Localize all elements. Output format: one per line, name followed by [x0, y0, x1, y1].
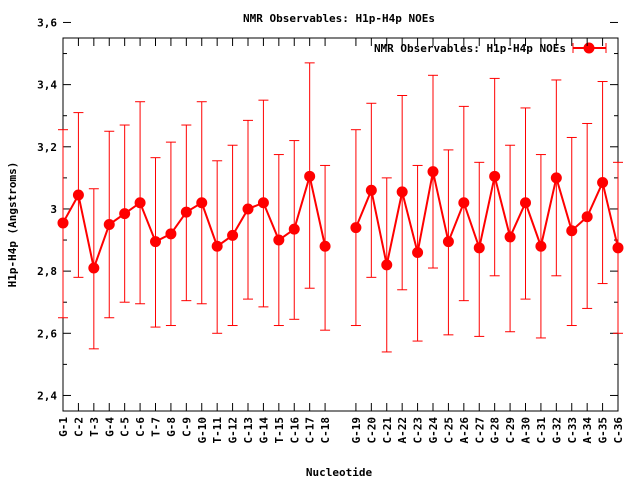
data-point: [520, 197, 531, 209]
x-tick-label: G-4: [103, 417, 116, 437]
data-point: [288, 223, 300, 235]
data-point: [412, 246, 424, 258]
data-point: [489, 170, 501, 182]
data-point: [119, 208, 131, 220]
data-point: [612, 242, 624, 254]
x-tick-label: C-29: [504, 417, 517, 444]
data-point: [319, 240, 331, 252]
x-tick-label: T-15: [273, 417, 286, 444]
y-tick-label: 3: [50, 203, 57, 216]
y-tick-label: 3,2: [37, 141, 57, 154]
x-tick-label: C-36: [612, 417, 625, 444]
data-point: [597, 177, 609, 189]
x-tick-label: C-25: [442, 417, 455, 444]
data-point: [473, 242, 485, 254]
data-point: [566, 225, 578, 237]
data-point: [165, 228, 177, 240]
data-point: [381, 259, 393, 271]
x-tick-label: T-3: [88, 417, 101, 437]
x-tick-label: G-32: [550, 417, 563, 444]
data-point: [581, 211, 593, 223]
x-tick-label: C-17: [304, 417, 317, 444]
data-point: [72, 189, 84, 201]
x-tick-label: T-7: [150, 417, 163, 437]
data-point: [88, 262, 100, 274]
x-tick-label: C-2: [72, 417, 85, 437]
x-tick-label: C-21: [381, 417, 394, 444]
data-point: [304, 170, 316, 182]
data-point: [257, 197, 269, 209]
x-tick-label: G-14: [257, 417, 270, 444]
y-tick-label: 2,4: [37, 389, 57, 402]
x-tick-label: C-5: [119, 417, 132, 437]
chart-title: NMR Observables: H1p-H4p NOEs: [243, 12, 435, 25]
x-tick-label: C-9: [180, 417, 193, 437]
data-point: [211, 240, 223, 252]
plot-frame: [62, 37, 619, 412]
x-tick-label: T-11: [211, 417, 224, 444]
data-point: [134, 197, 146, 209]
data-point: [550, 172, 562, 184]
x-tick-label: C-33: [566, 417, 579, 444]
x-tick-label: C-6: [134, 417, 147, 437]
x-tick-label: G-35: [597, 417, 610, 444]
data-point: [396, 186, 408, 198]
x-tick-label: G-24: [427, 417, 440, 444]
data-point: [442, 236, 454, 248]
x-tick-label: A-34: [581, 417, 594, 444]
x-tick-label: C-20: [365, 417, 378, 444]
x-tick-label: C-16: [288, 417, 301, 444]
y-axis-label: H1p-H4p (Angstroms): [6, 162, 19, 288]
data-point: [365, 184, 377, 196]
data-point: [427, 166, 439, 178]
data-point: [57, 217, 69, 229]
x-tick-label: G-12: [227, 417, 240, 444]
x-tick-label: G-1: [57, 417, 70, 437]
data-point: [196, 197, 208, 209]
y-tick-label: 2,8: [37, 265, 57, 278]
data-point: [350, 222, 362, 234]
x-tick-label: G-10: [196, 417, 209, 444]
legend-sample: [572, 42, 607, 54]
x-tick-label: G-8: [165, 417, 178, 437]
data-point: [458, 197, 470, 209]
series-line: [62, 176, 327, 272]
x-tick-label: G-19: [350, 417, 363, 444]
data-point: [227, 229, 239, 241]
data-point: [504, 231, 516, 243]
x-tick-label: C-23: [412, 417, 425, 444]
x-tick-label: A-26: [458, 417, 471, 444]
y-tick-label: 3,4: [37, 79, 57, 92]
data-point: [242, 203, 254, 215]
x-tick-label: C-31: [535, 417, 548, 444]
x-axis-label: Nucleotide: [306, 466, 373, 479]
data-point: [150, 236, 161, 248]
y-tick-label: 2,6: [37, 327, 57, 340]
x-tick-label: C-27: [473, 417, 486, 444]
legend-marker: [583, 42, 595, 54]
data-point: [535, 240, 547, 252]
data-point: [103, 219, 115, 230]
x-tick-label: C-13: [242, 417, 255, 444]
legend-label: NMR Observables: H1p-H4p NOEs: [374, 42, 566, 55]
data-point: [180, 206, 192, 218]
x-tick-label: G-28: [489, 417, 502, 444]
x-tick-label: C-18: [319, 417, 332, 444]
y-tick-label: 3,6: [37, 16, 57, 29]
data-point: [273, 234, 285, 246]
x-tick-label: A-30: [520, 417, 533, 444]
series-line: [354, 171, 619, 266]
x-tick-label: A-22: [396, 417, 409, 444]
